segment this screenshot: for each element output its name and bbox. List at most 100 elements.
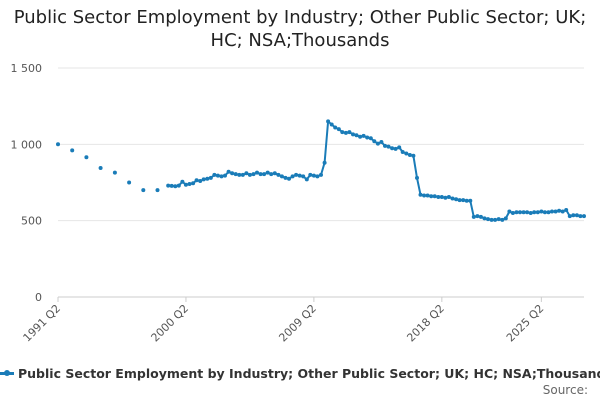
legend[interactable]: Public Sector Employment by Industry; Ot…: [0, 366, 600, 382]
data-point[interactable]: [354, 133, 359, 138]
data-point[interactable]: [432, 194, 437, 199]
data-point[interactable]: [233, 172, 238, 177]
data-point[interactable]: [418, 192, 423, 197]
data-point[interactable]: [564, 208, 569, 212]
data-point[interactable]: [372, 139, 377, 144]
data-point[interactable]: [240, 172, 245, 177]
data-point[interactable]: [397, 145, 402, 150]
data-point[interactable]: [326, 119, 331, 124]
data-point[interactable]: [582, 214, 586, 219]
data-point[interactable]: [539, 209, 544, 214]
data-point[interactable]: [493, 217, 498, 222]
data-point[interactable]: [571, 213, 576, 218]
data-point[interactable]: [439, 195, 444, 199]
data-point[interactable]: [340, 130, 345, 135]
data-point[interactable]: [84, 155, 89, 160]
data-point[interactable]: [294, 172, 299, 177]
data-point[interactable]: [390, 146, 395, 151]
data-point[interactable]: [215, 173, 220, 178]
data-point[interactable]: [361, 133, 366, 138]
data-point[interactable]: [468, 198, 473, 203]
data-point[interactable]: [166, 183, 171, 188]
data-point[interactable]: [262, 172, 267, 177]
data-point[interactable]: [486, 217, 490, 222]
data-point[interactable]: [358, 134, 363, 139]
data-point[interactable]: [471, 214, 476, 219]
data-point[interactable]: [478, 214, 483, 219]
data-point[interactable]: [180, 179, 185, 184]
data-point[interactable]: [351, 132, 355, 137]
data-point[interactable]: [525, 210, 530, 215]
data-point[interactable]: [521, 210, 526, 215]
data-point[interactable]: [557, 208, 562, 213]
data-point[interactable]: [290, 174, 295, 179]
data-point[interactable]: [578, 214, 583, 219]
data-point[interactable]: [336, 127, 341, 132]
data-point[interactable]: [176, 183, 181, 188]
data-point[interactable]: [258, 172, 263, 177]
data-point[interactable]: [365, 135, 370, 140]
data-point[interactable]: [244, 171, 249, 176]
data-point[interactable]: [276, 172, 281, 177]
data-point[interactable]: [251, 172, 256, 177]
data-point[interactable]: [407, 153, 412, 157]
data-point[interactable]: [272, 171, 277, 176]
data-point[interactable]: [141, 188, 146, 193]
data-point[interactable]: [429, 194, 434, 199]
data-point[interactable]: [404, 151, 409, 156]
data-point[interactable]: [514, 210, 519, 215]
data-point[interactable]: [183, 182, 188, 187]
data-point[interactable]: [518, 210, 522, 215]
data-point[interactable]: [322, 160, 327, 165]
data-point[interactable]: [308, 172, 313, 177]
data-point[interactable]: [223, 173, 227, 178]
data-point[interactable]: [550, 209, 554, 214]
data-point[interactable]: [319, 172, 323, 177]
data-point[interactable]: [368, 136, 373, 141]
data-point[interactable]: [436, 195, 441, 199]
data-point[interactable]: [315, 174, 320, 179]
data-point[interactable]: [70, 148, 75, 153]
data-point[interactable]: [304, 177, 309, 182]
data-point[interactable]: [461, 198, 466, 203]
data-point[interactable]: [219, 174, 224, 179]
data-point[interactable]: [386, 144, 391, 149]
data-point[interactable]: [208, 175, 213, 180]
data-point[interactable]: [112, 170, 117, 175]
data-point[interactable]: [500, 217, 505, 222]
data-point[interactable]: [400, 150, 405, 154]
data-point[interactable]: [329, 122, 334, 127]
data-point[interactable]: [496, 217, 501, 222]
data-point[interactable]: [443, 195, 448, 200]
data-point[interactable]: [546, 210, 551, 215]
data-point[interactable]: [283, 175, 288, 180]
data-point[interactable]: [489, 217, 494, 222]
data-point[interactable]: [574, 213, 579, 218]
data-point[interactable]: [173, 184, 178, 189]
data-point[interactable]: [446, 195, 451, 199]
data-point[interactable]: [297, 173, 302, 178]
data-point[interactable]: [226, 169, 231, 174]
data-point[interactable]: [191, 181, 196, 186]
data-point[interactable]: [464, 198, 469, 203]
data-point[interactable]: [450, 196, 455, 201]
data-point[interactable]: [454, 197, 459, 202]
data-point[interactable]: [411, 153, 416, 158]
data-point[interactable]: [212, 172, 217, 177]
data-point[interactable]: [98, 166, 103, 170]
data-point[interactable]: [422, 193, 427, 198]
data-point[interactable]: [237, 172, 242, 177]
data-point[interactable]: [265, 170, 270, 175]
data-point[interactable]: [301, 174, 306, 179]
data-point[interactable]: [510, 211, 515, 215]
data-point[interactable]: [532, 210, 537, 215]
data-point[interactable]: [393, 146, 398, 151]
data-point[interactable]: [415, 175, 419, 180]
data-point[interactable]: [343, 130, 348, 135]
data-point[interactable]: [247, 172, 252, 177]
data-point[interactable]: [230, 171, 235, 176]
data-point[interactable]: [127, 180, 132, 185]
data-point[interactable]: [503, 216, 508, 221]
data-point[interactable]: [425, 193, 430, 198]
data-point[interactable]: [169, 183, 174, 188]
